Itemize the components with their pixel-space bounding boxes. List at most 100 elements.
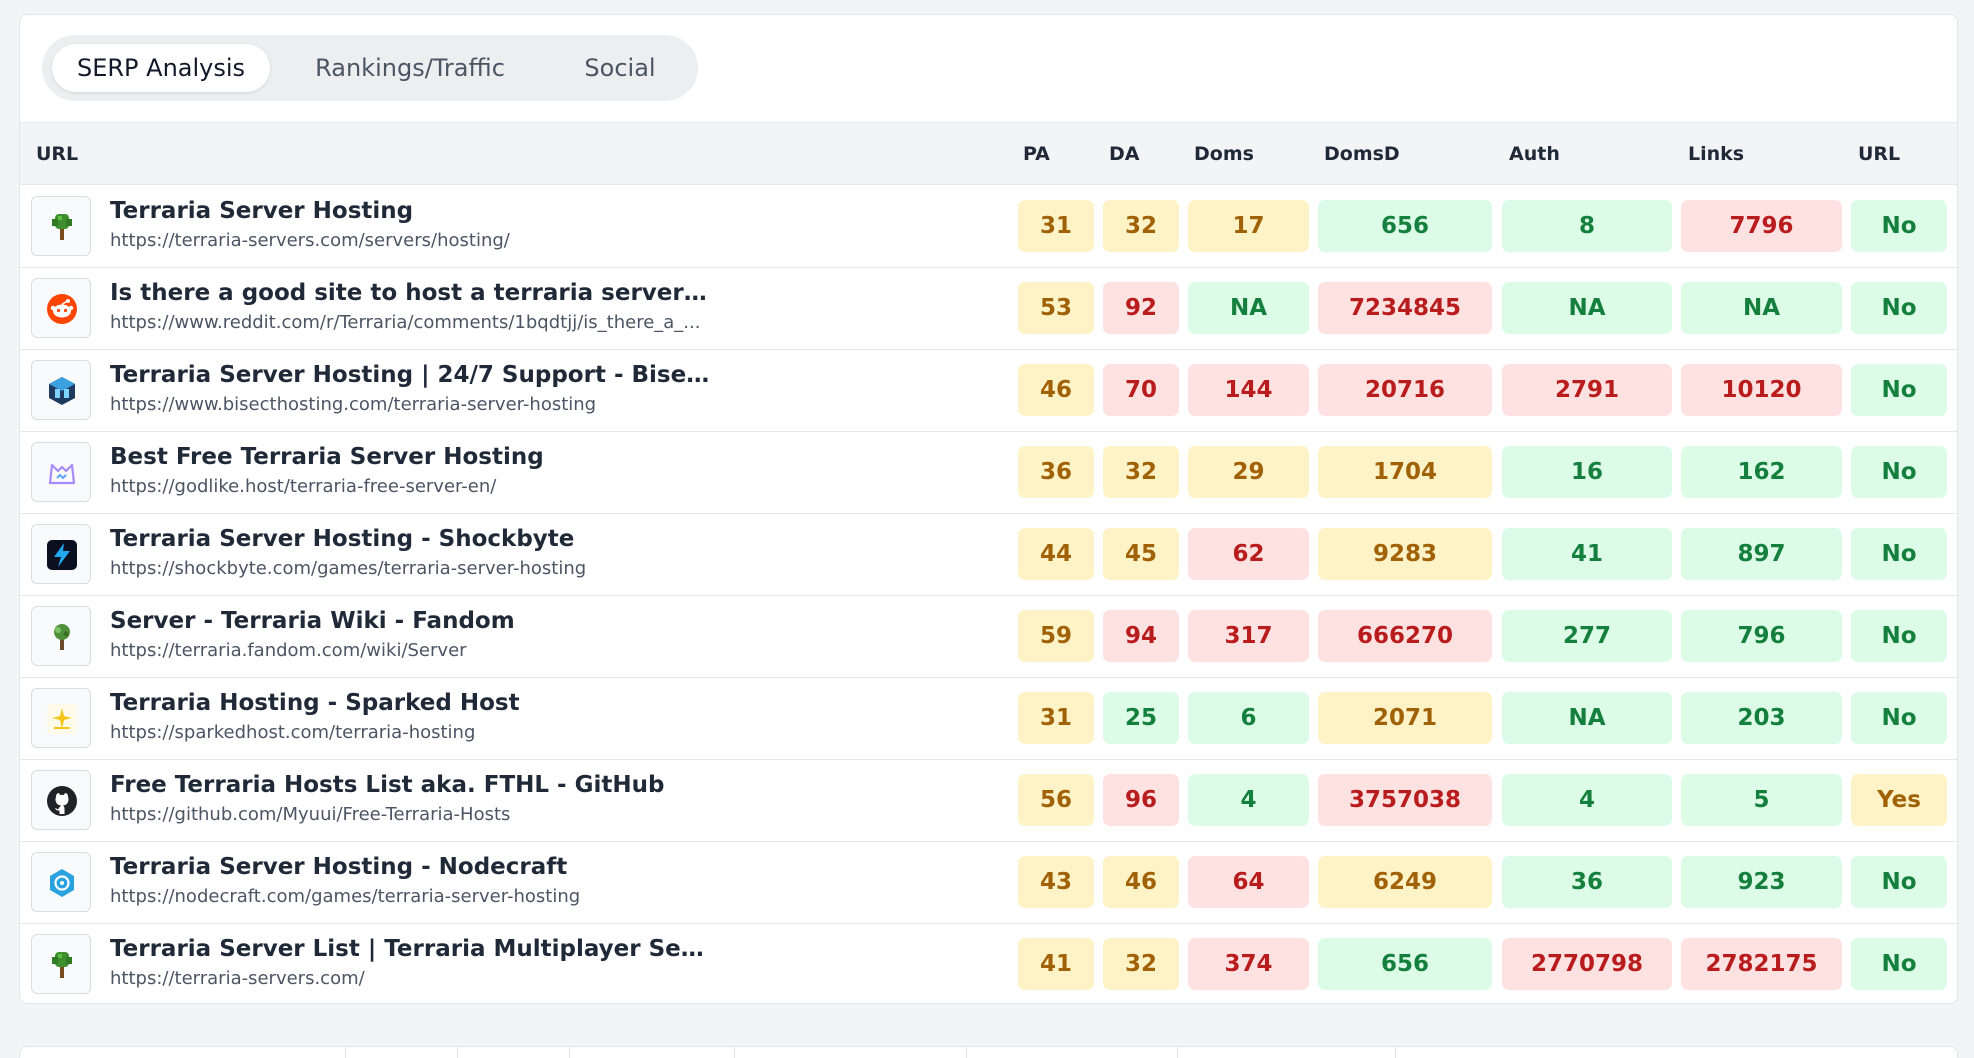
table-row[interactable]: Terraria Server Hosting - Shockbyte https… (20, 514, 1957, 596)
auth-cell: NA (1502, 692, 1672, 744)
table-row[interactable]: Terraria Hosting - Sparked Host https://s… (20, 678, 1957, 760)
url-flag-cell: No (1851, 528, 1947, 580)
links-cell: NA (1681, 282, 1842, 334)
links-cell: 10120 (1681, 364, 1842, 416)
col-header-da[interactable]: DA (1109, 143, 1140, 165)
github-icon (31, 770, 91, 830)
domsd-cell: 666270 (1318, 610, 1492, 662)
links-cell: 7796 (1681, 200, 1842, 252)
links-cell: 923 (1681, 856, 1842, 908)
da-cell: 45 (1103, 528, 1179, 580)
da-cell: 25 (1103, 692, 1179, 744)
result-title[interactable]: Best Free Terraria Server Hosting (110, 444, 544, 470)
col-header-doms[interactable]: Doms (1194, 143, 1254, 165)
domsd-cell: 20716 (1318, 364, 1492, 416)
domsd-cell: 9283 (1318, 528, 1492, 580)
result-title[interactable]: Terraria Server List | Terraria Multipla… (110, 936, 710, 962)
pa-cell: 31 (1018, 200, 1094, 252)
da-cell: 96 (1103, 774, 1179, 826)
table-row[interactable]: Terraria Server Hosting | 24/7 Support -… (20, 350, 1957, 432)
da-cell: 70 (1103, 364, 1179, 416)
result-title[interactable]: Is there a good site to host a terraria … (110, 280, 710, 306)
url-flag-cell: No (1851, 364, 1947, 416)
result-url[interactable]: https://terraria.fandom.com/wiki/Server (110, 640, 467, 661)
pa-cell: 44 (1018, 528, 1094, 580)
auth-cell: 36 (1502, 856, 1672, 908)
result-title[interactable]: Terraria Hosting - Sparked Host (110, 690, 520, 716)
result-url[interactable]: https://nodecraft.com/games/terraria-ser… (110, 886, 581, 907)
domsd-cell: 2071 (1318, 692, 1492, 744)
doms-cell: 6 (1188, 692, 1309, 744)
domsd-cell: 656 (1318, 938, 1492, 990)
tab-rankings-traffic[interactable]: Rankings/Traffic (315, 54, 505, 82)
reddit-icon (31, 278, 91, 338)
result-title[interactable]: Terraria Server Hosting (110, 198, 414, 224)
links-cell: 162 (1681, 446, 1842, 498)
domsd-cell: 6249 (1318, 856, 1492, 908)
result-url[interactable]: https://www.reddit.com/r/Terraria/commen… (110, 312, 701, 333)
links-cell: 2782175 (1681, 938, 1842, 990)
result-title[interactable]: Terraria Server Hosting | 24/7 Support -… (110, 362, 710, 388)
sparkle-icon (31, 688, 91, 748)
tab-social[interactable]: Social (584, 54, 656, 82)
doms-cell: 144 (1188, 364, 1309, 416)
domsd-cell: 7234845 (1318, 282, 1492, 334)
result-url[interactable]: https://terraria-servers.com/servers/hos… (110, 230, 510, 251)
table-row[interactable]: Is there a good site to host a terraria … (20, 268, 1957, 350)
tab-serp-analysis[interactable]: SERP Analysis (52, 44, 270, 92)
domsd-cell: 656 (1318, 200, 1492, 252)
col-header-pa[interactable]: PA (1023, 143, 1050, 165)
doms-cell: 4 (1188, 774, 1309, 826)
doms-cell: 374 (1188, 938, 1309, 990)
result-url[interactable]: https://sparkedhost.com/terraria-hosting (110, 722, 476, 743)
result-url[interactable]: https://shockbyte.com/games/terraria-ser… (110, 558, 587, 579)
result-url[interactable]: https://godlike.host/terraria-free-serve… (110, 476, 497, 497)
auth-cell: 277 (1502, 610, 1672, 662)
result-url[interactable]: https://www.bisecthosting.com/terraria-s… (110, 394, 597, 415)
doms-cell: 317 (1188, 610, 1309, 662)
result-title[interactable]: Terraria Server Hosting - Shockbyte (110, 526, 575, 552)
tab-bar: SERP Analysis Rankings/Traffic Social (42, 35, 698, 101)
result-title[interactable]: Server - Terraria Wiki - Fandom (110, 608, 515, 634)
table-row[interactable]: Terraria Server List | Terraria Multipla… (20, 924, 1957, 1003)
table-row[interactable]: Best Free Terraria Server Hosting https:/… (20, 432, 1957, 514)
result-title[interactable]: Terraria Server Hosting - Nodecraft (110, 854, 568, 880)
url-flag-cell: No (1851, 446, 1947, 498)
godlike-cat-icon (31, 442, 91, 502)
links-cell: 796 (1681, 610, 1842, 662)
col-header-url-flag[interactable]: URL (1858, 143, 1901, 165)
serp-panel: SERP Analysis Rankings/Traffic Social UR… (19, 14, 1958, 1004)
auth-cell: 2791 (1502, 364, 1672, 416)
domsd-cell: 3757038 (1318, 774, 1492, 826)
url-flag-cell: No (1851, 692, 1947, 744)
col-header-domsd[interactable]: DomsD (1324, 143, 1400, 165)
pa-cell: 46 (1018, 364, 1094, 416)
col-header-auth[interactable]: Auth (1509, 143, 1560, 165)
fandom-tree-icon (31, 606, 91, 666)
lightning-bolt-icon (31, 524, 91, 584)
result-url[interactable]: https://github.com/Myuui/Free-Terraria-H… (110, 804, 511, 825)
col-header-url[interactable]: URL (36, 143, 79, 165)
table-row[interactable]: Server - Terraria Wiki - Fandom https://t… (20, 596, 1957, 678)
url-flag-cell: No (1851, 282, 1947, 334)
da-cell: 46 (1103, 856, 1179, 908)
da-cell: 32 (1103, 938, 1179, 990)
pa-cell: 41 (1018, 938, 1094, 990)
table-row[interactable]: Free Terraria Hosts List aka. FTHL - Git… (20, 760, 1957, 842)
da-cell: 94 (1103, 610, 1179, 662)
result-title[interactable]: Free Terraria Hosts List aka. FTHL - Git… (110, 772, 665, 798)
result-url[interactable]: https://terraria-servers.com/ (110, 968, 365, 989)
table-row[interactable]: Terraria Server Hosting https://terraria-… (20, 186, 1957, 268)
da-cell: 32 (1103, 200, 1179, 252)
auth-cell: 16 (1502, 446, 1672, 498)
col-header-links[interactable]: Links (1688, 143, 1745, 165)
auth-cell: 41 (1502, 528, 1672, 580)
table-row[interactable]: Terraria Server Hosting - Nodecraft https… (20, 842, 1957, 924)
doms-cell: 62 (1188, 528, 1309, 580)
pa-cell: 31 (1018, 692, 1094, 744)
pa-cell: 59 (1018, 610, 1094, 662)
pixel-tree-icon (31, 196, 91, 256)
da-cell: 32 (1103, 446, 1179, 498)
pa-cell: 43 (1018, 856, 1094, 908)
url-flag-cell: Yes (1851, 774, 1947, 826)
